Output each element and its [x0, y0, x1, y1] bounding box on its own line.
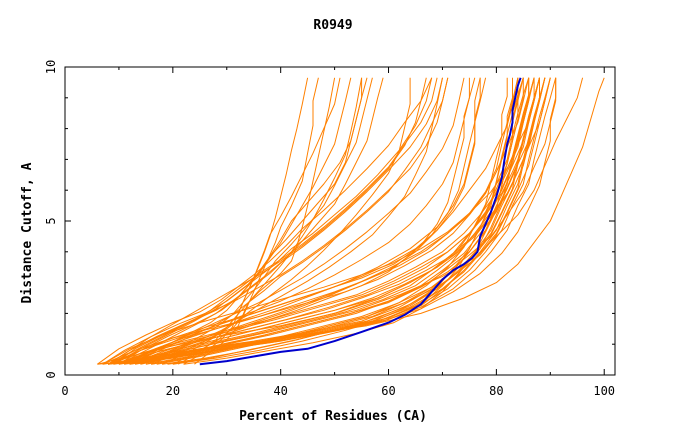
series-line-highlight: [199, 77, 522, 366]
x-tick-label: 80: [489, 384, 503, 398]
x-axis-ticks: 0 20 40 60 80 100: [61, 67, 615, 398]
series-line-model-57: [151, 77, 411, 365]
y-axis-label: Distance Cutoff, A: [20, 162, 35, 303]
series-line-model-33: [97, 77, 605, 365]
x-tick-label: 20: [166, 384, 180, 398]
y-tick-label: 0: [44, 371, 58, 378]
x-axis-label: Percent of Residues (CA): [239, 409, 427, 424]
series-line-model-20: [140, 77, 535, 365]
series-line-model-50: [140, 77, 373, 365]
plot-lines: [97, 77, 605, 366]
series-line-model-44: [107, 77, 449, 365]
series-line-model-55: [161, 77, 309, 365]
series-line-model-27: [167, 77, 513, 365]
series-line-model-45: [118, 77, 443, 365]
series-line-model-51: [107, 77, 384, 365]
series-line-model-24: [183, 77, 519, 365]
series-line-model-46: [129, 77, 449, 365]
x-tick-label: 100: [593, 384, 615, 398]
series-line-model-30: [129, 77, 557, 365]
x-tick-label: 40: [273, 384, 287, 398]
series-line-model-59: [140, 77, 443, 365]
chart-title: R0949: [313, 18, 352, 33]
series-line-model-43: [97, 77, 433, 365]
series-line-model-49: [113, 77, 368, 365]
y-axis-ticks: 0 5 10: [44, 60, 615, 379]
series-line-model-60: [124, 77, 465, 365]
x-tick-label: 0: [61, 384, 68, 398]
x-tick-label: 60: [381, 384, 395, 398]
series-line-model-54: [194, 77, 336, 365]
series-line-model-21: [118, 77, 551, 365]
series-line-model-32: [108, 77, 557, 365]
series-line-model-58: [107, 77, 427, 365]
series-line-model-41: [102, 77, 433, 365]
y-tick-label: 5: [44, 217, 58, 224]
y-tick-label: 10: [44, 60, 58, 74]
series-line-model-53: [183, 77, 341, 365]
